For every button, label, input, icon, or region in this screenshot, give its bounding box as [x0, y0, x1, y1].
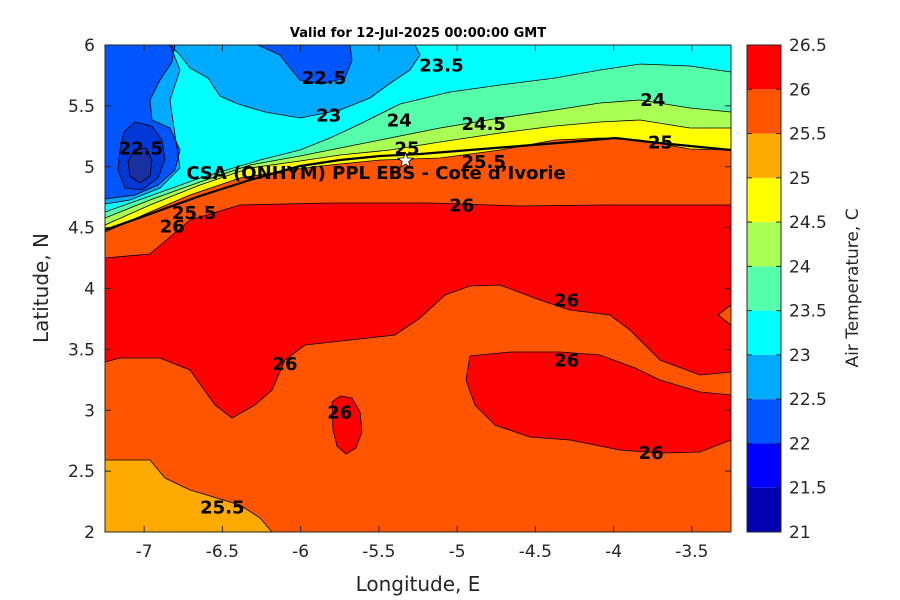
contour-label: 26 [327, 403, 352, 424]
colorbar-swatch [747, 222, 781, 267]
chart-title: Valid for 12-Jul-2025 00:00:00 GMT [290, 26, 546, 41]
colorbar-swatch [747, 266, 781, 311]
x-tick-label: -5 [449, 542, 466, 562]
x-tick-label: -4 [605, 542, 622, 562]
contour-label: 26 [272, 354, 297, 375]
coastline [105, 136, 731, 232]
x-tick-label: -4.5 [519, 542, 552, 562]
y-axis-label: Latitude, N [29, 233, 53, 343]
colorbar-swatch [747, 399, 781, 444]
contour-label: 25.5 [200, 498, 244, 519]
y-tick-label: 4 [84, 280, 95, 300]
y-tick-label: 4.5 [68, 219, 95, 239]
y-tick-label: 5 [84, 158, 95, 178]
contour-label: 25 [395, 138, 420, 159]
region-26-26.5-main [105, 203, 731, 418]
contour-label: 26 [449, 196, 474, 217]
region-26-26.5-island [332, 396, 362, 454]
colorbar-swatch [747, 487, 781, 532]
colorbar-tick-label: 23 [789, 346, 811, 366]
colorbar-swatch [747, 177, 781, 223]
colorbar-tick-label: 24.5 [789, 213, 827, 233]
region-26-26.5-east [466, 352, 731, 453]
x-tick-label: -7 [136, 542, 153, 562]
y-tick-label: 5.5 [68, 97, 95, 117]
region-22-22.5 [105, 45, 352, 199]
contour-label: 25.5 [462, 152, 506, 173]
colorbar-tick-label: 26 [789, 80, 811, 100]
colorbar-swatch [747, 354, 781, 400]
colorbar-tick-label: 21.5 [789, 479, 827, 499]
colorbar-label: Air Temperature, C [843, 208, 863, 367]
x-tick-label: -3.5 [675, 542, 708, 562]
contour-label: 26 [160, 216, 185, 237]
contour-label: 24 [387, 110, 412, 131]
colorbar-swatch [747, 310, 781, 355]
x-axis-label: Longitude, E [356, 572, 481, 596]
region-22.5-23 [105, 45, 420, 204]
contour-label: 22.5 [119, 138, 163, 159]
contour-label: 22.5 [302, 68, 346, 89]
colorbar-swatch [747, 89, 781, 134]
y-tick-label: 2.5 [68, 462, 95, 482]
x-tick-label: -5.5 [362, 542, 395, 562]
site-star-marker [396, 151, 415, 168]
contour-label: 24.5 [462, 114, 506, 135]
contour-label: 24 [640, 90, 665, 111]
contour-label: 23 [316, 106, 341, 127]
colorbar-tick-label: 25 [789, 169, 811, 189]
contour-label: 26 [639, 443, 664, 464]
contour-label: 26 [554, 291, 579, 312]
colorbar-tick-label: 21 [789, 523, 811, 543]
y-tick-label: 3 [84, 401, 95, 421]
region-21-21.5 [128, 148, 152, 183]
y-tick-label: 3.5 [68, 340, 95, 360]
x-tick-label: -6.5 [206, 542, 239, 562]
contour-label: 23.5 [419, 56, 463, 77]
contour-label: 26 [554, 350, 579, 371]
colorbar-tick-label: 26.5 [789, 36, 827, 56]
colorbar-tick-label: 22 [789, 434, 811, 454]
colorbar-swatch [747, 443, 781, 488]
colorbar-swatch [747, 45, 781, 90]
colorbar-swatch [747, 133, 781, 178]
contour-label: 25.5 [172, 203, 216, 224]
site-annotation: CSA (ONHYM) PPL EBS - Cote d’Ivorie [186, 163, 565, 184]
contour-label: 25 [648, 132, 673, 153]
colorbar: 26.5 26 25.5 25 24.5 24 23.5 23 22.5 22 21.5 21 [746, 36, 827, 543]
colorbar-tick-label: 24 [789, 257, 811, 277]
colorbar-tick-label: 22.5 [789, 390, 827, 410]
y-tick-label: 6 [84, 36, 95, 56]
colorbar-tick-label: 23.5 [789, 302, 827, 322]
y-tick-label: 2 [84, 523, 95, 543]
colorbar-tick-label: 25.5 [789, 125, 827, 145]
region-25-25.5 [105, 460, 272, 532]
x-tick-label: -6 [292, 542, 309, 562]
